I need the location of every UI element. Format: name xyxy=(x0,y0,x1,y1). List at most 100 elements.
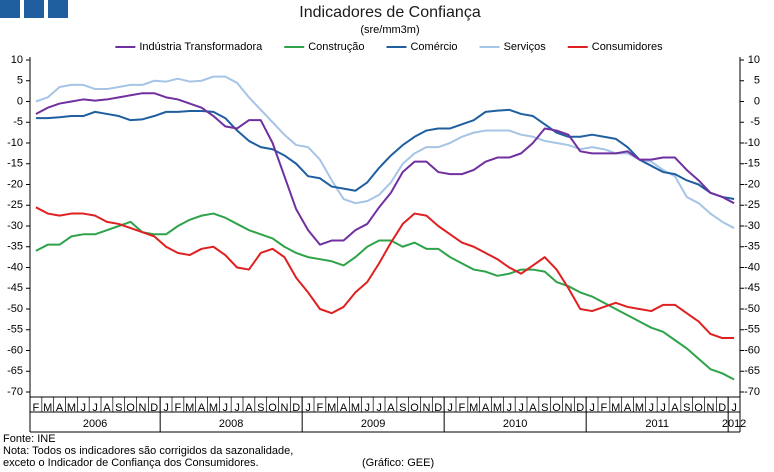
x-tick-label: A xyxy=(624,402,632,414)
x-tick-label: J xyxy=(223,402,229,414)
x-tick-label: J xyxy=(92,402,98,414)
x-tick-label: M xyxy=(493,402,502,414)
x-tick-label: F xyxy=(601,402,608,414)
x-tick-label: S xyxy=(399,402,406,414)
logo-square xyxy=(48,0,68,18)
y-tick-label: -5 xyxy=(13,116,23,128)
x-tick-label: N xyxy=(280,402,288,414)
chart-subtitle: (sre/mm3m) xyxy=(360,24,419,36)
note: Nota: Todos os indicadores são corrigido… xyxy=(3,445,293,457)
x-tick-label: F xyxy=(33,402,40,414)
y-tick-label: -40 xyxy=(7,261,23,273)
legend-label: Indústria Transformadora xyxy=(139,41,263,53)
x-tick-label: D xyxy=(150,402,158,414)
legend-label: Consumidores xyxy=(592,41,663,53)
x-tick-label: O xyxy=(694,402,703,414)
x-group-label: 2010 xyxy=(503,418,527,430)
y2-tick-label: -20 xyxy=(744,178,760,190)
series-line xyxy=(35,92,735,246)
legend-label: Serviços xyxy=(504,41,547,53)
x-tick-label: M xyxy=(635,402,644,414)
x-tick-label: A xyxy=(56,402,64,414)
x-tick-label: A xyxy=(482,402,490,414)
y2-tick-label: -70 xyxy=(744,386,760,398)
x-tick-label: O xyxy=(126,402,135,414)
y2-tick-label: -5 xyxy=(750,116,760,128)
y-tick-label: -65 xyxy=(7,365,23,377)
y2-tick-label: -40 xyxy=(744,261,760,273)
y2-tick-label: -55 xyxy=(744,324,760,336)
y-tick-label: -50 xyxy=(7,303,23,315)
y-tick-label: -70 xyxy=(7,386,23,398)
y2-tick-label: -60 xyxy=(744,344,760,356)
note: Fonte: INE xyxy=(3,433,56,445)
x-tick-label: J xyxy=(507,402,513,414)
y2-tick-label: -10 xyxy=(744,137,760,149)
y-tick-label: -30 xyxy=(7,220,23,232)
x-tick-label: S xyxy=(683,402,690,414)
y2-tick-label: -15 xyxy=(744,158,760,170)
x-group-label: 2011 xyxy=(645,418,669,430)
y2-tick-label: -25 xyxy=(744,199,760,211)
x-tick-label: F xyxy=(459,402,466,414)
y-tick-label: 10 xyxy=(11,54,23,66)
y-tick-label: 5 xyxy=(17,75,23,87)
x-tick-label: J xyxy=(163,402,169,414)
x-tick-label: A xyxy=(198,402,206,414)
x-tick-label: J xyxy=(447,402,453,414)
legend-label: Construção xyxy=(308,41,364,53)
x-tick-label: D xyxy=(576,402,584,414)
x-tick-label: A xyxy=(245,402,253,414)
y2-tick-label: -45 xyxy=(744,282,760,294)
series-line xyxy=(35,108,735,201)
x-tick-label: S xyxy=(257,402,264,414)
y2-tick-label: -35 xyxy=(744,241,760,253)
x-tick-label: M xyxy=(469,402,478,414)
x-tick-label: J xyxy=(731,402,737,414)
x-tick-label: J xyxy=(81,402,87,414)
x-tick-label: J xyxy=(376,402,382,414)
x-tick-label: F xyxy=(175,402,182,414)
x-tick-label: J xyxy=(518,402,524,414)
x-tick-label: M xyxy=(43,402,52,414)
x-tick-label: D xyxy=(292,402,300,414)
logo-square xyxy=(0,0,20,18)
x-tick-label: N xyxy=(706,402,714,414)
y-tick-label: -55 xyxy=(7,324,23,336)
x-tick-label: M xyxy=(209,402,218,414)
x-tick-label: J xyxy=(589,402,595,414)
series-line xyxy=(35,212,735,381)
legend-label: Comércio xyxy=(410,41,457,53)
y2-tick-label: 0 xyxy=(754,95,760,107)
x-tick-label: M xyxy=(67,402,76,414)
x-tick-label: J xyxy=(649,402,655,414)
logo-square xyxy=(24,0,44,18)
y-tick-label: -15 xyxy=(7,158,23,170)
y-tick-label: -10 xyxy=(7,137,23,149)
x-tick-label: J xyxy=(234,402,240,414)
y-tick-label: -25 xyxy=(7,199,23,211)
x-tick-label: A xyxy=(103,402,111,414)
y2-tick-label: 10 xyxy=(748,54,760,66)
x-tick-label: S xyxy=(541,402,548,414)
y2-tick-label: -65 xyxy=(744,365,760,377)
x-tick-label: A xyxy=(529,402,537,414)
x-tick-label: O xyxy=(410,402,419,414)
y2-tick-label: 5 xyxy=(754,75,760,87)
chart-title: Indicadores de Confiança xyxy=(299,4,481,21)
y2-tick-label: -50 xyxy=(744,303,760,315)
series-line xyxy=(35,206,735,340)
y-tick-label: 0 xyxy=(17,95,23,107)
x-tick-label: J xyxy=(305,402,311,414)
x-tick-label: J xyxy=(365,402,371,414)
credit: (Gráfico: GEE) xyxy=(362,457,434,469)
x-tick-label: A xyxy=(671,402,679,414)
x-tick-label: D xyxy=(718,402,726,414)
x-group-label: 2012 xyxy=(722,418,746,430)
note: exceto o Indicador de Confiança dos Cons… xyxy=(3,457,259,469)
x-tick-label: A xyxy=(340,402,348,414)
x-tick-label: M xyxy=(351,402,360,414)
x-tick-label: M xyxy=(185,402,194,414)
